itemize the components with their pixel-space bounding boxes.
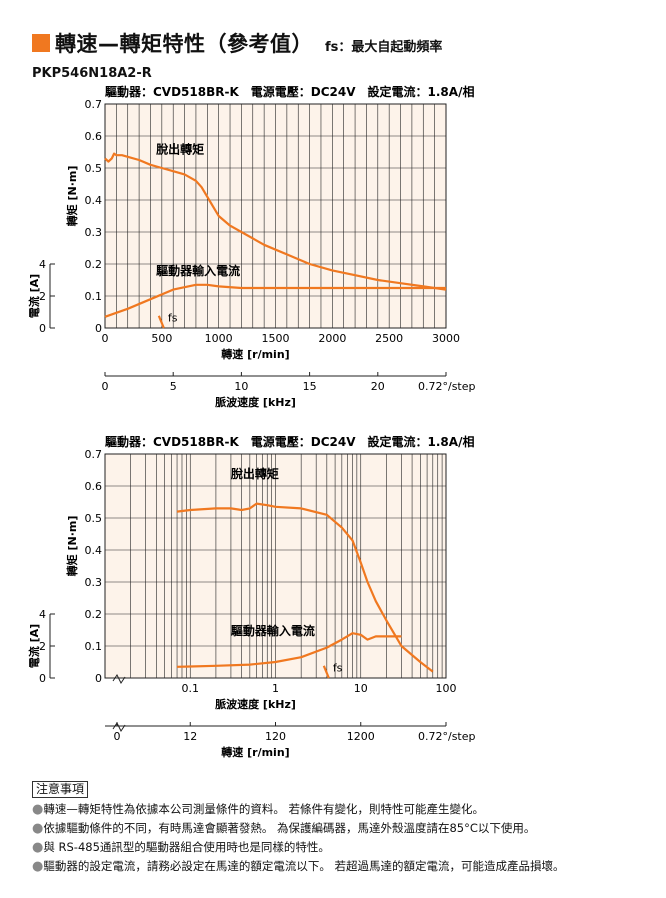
secondary-x-tick-label: 120 [265,730,286,743]
secondary-x-tick-label: 15 [303,380,317,393]
x-tick-label: 2500 [375,332,403,345]
note-item: ●驅動器的設定電流，請務必設定在馬達的額定電流以下。 若超過馬達的額定電流，可能… [32,859,565,874]
y-tick-label: 0.7 [85,448,103,461]
y-tick-label: 0.3 [85,576,103,589]
secondary-x-tick-label: 1200 [347,730,375,743]
fs-label: fs [333,662,343,675]
current-tick-label: 0 [39,672,46,685]
bullet-icon: ● [32,802,44,817]
input-current-line [176,632,402,668]
accent-square-icon [32,34,50,52]
y-tick-label: 0.1 [85,290,103,303]
plot-frame [104,103,447,329]
input-current-label: 驅動器輸入電流 [231,623,315,638]
x-axis-label: 轉速 [r/min] [221,347,289,361]
step-angle-label: 0.72°/step [418,730,476,743]
axis-break-icon [112,674,126,684]
secondary-x-tick-label: 12 [183,730,197,743]
x-tick-label: 0.1 [182,682,200,695]
page-header: 轉速—轉矩特性（參考值） fs：最大自起動頻率 [32,28,442,58]
input-current-label: 驅動器輸入電流 [156,263,240,278]
y-tick-label: 0 [95,322,102,335]
current-tick-label: 2 [39,640,46,653]
y-tick-label: 0.4 [85,544,103,557]
bullet-icon: ● [32,821,44,836]
y-axis-label: 轉矩 [N·m] [65,166,79,227]
chart-log-pulse: 驅動器：CVD518BR-K 電源電壓：DC24V 設定電流：1.8A/相 0 0.… [27,434,476,759]
chart-info: 驅動器：CVD518BR-K 電源電壓：DC24V 設定電流：1.8A/相 [105,434,474,449]
secondary-x-axis-label: 脈波速度 [kHz] [215,395,296,409]
y-tick-label: 0.7 [85,98,103,111]
secondary-x-tick-label: 5 [170,380,177,393]
note-item: ●轉速—轉矩特性為依據本公司測量條件的資料。 若條件有變化，則特性可能產生變化。 [32,802,484,817]
y-tick-label: 0.3 [85,226,103,239]
y-tick-label: 0.6 [85,480,103,493]
secondary-x-tick-label: 0 [102,380,109,393]
chart-info: 驅動器：CVD518BR-K 電源電壓：DC24V 設定電流：1.8A/相 [105,84,474,99]
secondary-x-axis-label: 轉速 [r/min] [221,745,289,759]
note-item: ●與 RS-485通訊型的驅動器組合使用時也是同樣的特性。 [32,840,330,855]
y-tick-label: 0.1 [85,640,103,653]
chart-linear-speed: 驅動器：CVD518BR-K 電源電壓：DC24V 設定電流：1.8A/相 0 0.… [27,84,476,409]
x-tick-label: 1500 [262,332,290,345]
x-tick-label: 100 [436,682,457,695]
secondary-x-tick-label: 0 [114,730,121,743]
current-tick-label: 4 [39,608,46,621]
x-tick-label: 3000 [432,332,460,345]
current-tick-label: 4 [39,258,46,271]
plot-frame [104,453,447,679]
pullout-torque-line [104,152,447,291]
y-tick-label: 0.6 [85,130,103,143]
fs-label: fs [168,312,178,325]
pullout-torque-label: 脫出轉矩 [156,142,204,157]
current-axis-label: 電流 [A] [27,624,41,668]
pullout-torque-line [176,502,434,673]
page-subtitle: fs：最大自起動頻率 [325,39,443,55]
notes-title: 注意事項 [32,781,89,798]
x-tick-label: 2000 [318,332,346,345]
fs-marker [157,315,165,329]
y-tick-label: 0 [95,672,102,685]
current-tick-label: 0 [39,322,46,335]
x-tick-label: 0 [102,332,109,345]
current-axis-label: 電流 [A] [27,274,41,318]
y-tick-label: 0.2 [85,258,103,271]
x-tick-label: 10 [354,682,368,695]
y-tick-label: 0.5 [85,162,103,175]
x-axis-label: 脈波速度 [kHz] [215,697,296,711]
model-number: PKP546N18A2-R [32,66,152,81]
notes-section: 注意事項 ●轉速—轉矩特性為依據本公司測量條件的資料。 若條件有變化，則特性可能… [32,780,565,876]
x-tick-label: 1000 [205,332,233,345]
pullout-torque-label: 脫出轉矩 [231,466,279,481]
secondary-x-tick-label: 10 [234,380,248,393]
page-title: 轉速—轉矩特性（參考值） [55,32,313,56]
secondary-x-tick-label: 20 [371,380,385,393]
axis-break-icon [112,722,126,732]
y-axis-label: 轉矩 [N·m] [65,516,79,577]
y-tick-label: 0.4 [85,194,103,207]
x-tick-label: 500 [151,332,172,345]
y-tick-label: 0.2 [85,608,103,621]
current-tick-label: 2 [39,290,46,303]
y-tick-label: 0.5 [85,512,103,525]
bullet-icon: ● [32,840,44,855]
input-current-line [104,283,446,318]
fs-marker [322,665,330,679]
note-item: ●依據驅動條件的不同，有時馬達會顯著發熱。 為保護編碼器，馬達外殼溫度請在85°… [32,821,536,836]
bullet-icon: ● [32,859,44,874]
x-tick-label: 1 [272,682,279,695]
step-angle-label: 0.72°/step [418,380,476,393]
